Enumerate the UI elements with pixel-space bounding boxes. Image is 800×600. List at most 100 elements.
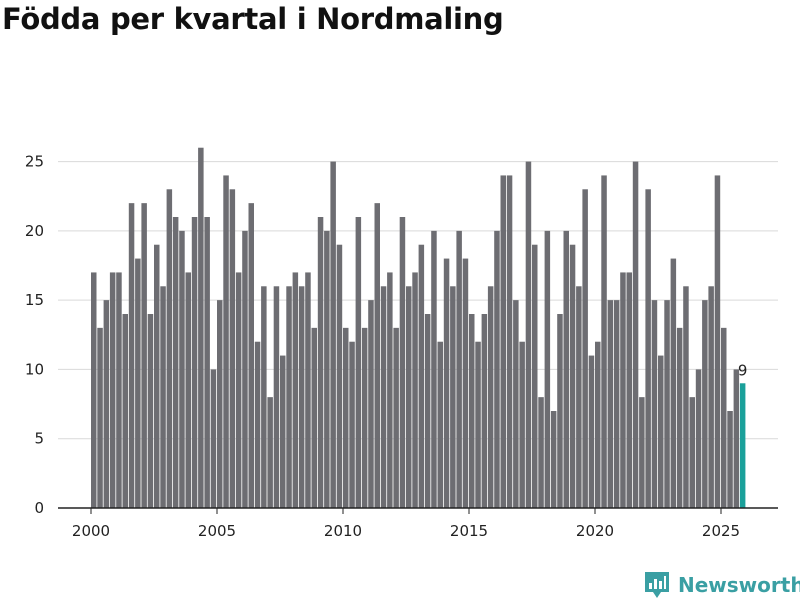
bar (267, 397, 273, 508)
bar (550, 411, 557, 508)
bar (519, 341, 525, 508)
x-tick-label: 2025 (702, 522, 740, 540)
bar (380, 286, 387, 508)
newsworthy-logo-icon (645, 572, 669, 598)
bar (179, 230, 185, 508)
bar (588, 355, 595, 508)
x-tick-labels: 2000 2005 2010 2015 2020 2025 (72, 508, 740, 540)
bar-highlight (739, 383, 746, 508)
bar (166, 189, 173, 509)
bar (721, 327, 727, 508)
bar (506, 175, 513, 508)
bar (204, 217, 210, 508)
x-tick-label: 2015 (450, 522, 488, 540)
bar (431, 230, 437, 508)
bar (229, 189, 236, 509)
bar (418, 244, 425, 508)
bar (569, 244, 576, 508)
bar (424, 314, 431, 508)
bar (670, 258, 677, 508)
bar (305, 272, 311, 508)
page-title: Födda per kvartal i Nordmaling (2, 2, 504, 36)
bar (273, 286, 280, 508)
bar (613, 300, 620, 508)
bar (733, 369, 740, 508)
bar (343, 327, 349, 508)
bar (298, 286, 305, 508)
bar (128, 203, 135, 508)
y-tick-label: 10 (25, 360, 44, 378)
bar (286, 286, 292, 508)
bar (160, 286, 166, 508)
y-tick-label: 15 (25, 291, 44, 309)
bar (651, 300, 658, 508)
bar (355, 217, 362, 508)
bar (481, 314, 488, 508)
bar (525, 161, 532, 509)
bar (708, 286, 714, 508)
bar (412, 272, 418, 508)
bar (374, 203, 380, 508)
bar (676, 327, 683, 508)
bar (544, 230, 551, 508)
bar (135, 258, 141, 508)
bar (324, 230, 330, 508)
bar (103, 300, 110, 508)
bar (406, 286, 412, 508)
bar (487, 286, 494, 508)
bar (563, 230, 569, 508)
y-tick-label: 25 (25, 153, 44, 171)
bar (689, 397, 695, 508)
bar (714, 175, 721, 508)
bar (450, 286, 456, 508)
bar (607, 300, 614, 508)
bar (582, 189, 588, 509)
bar (217, 300, 223, 508)
bar (532, 244, 538, 508)
bar (658, 355, 664, 508)
bar (500, 175, 506, 508)
bar (147, 314, 154, 508)
x-tick-label: 2000 (72, 522, 110, 540)
data-labels: 9 (738, 361, 748, 379)
bar (462, 258, 469, 508)
bar (368, 300, 374, 508)
bar (254, 341, 261, 508)
bar (639, 397, 645, 508)
bar (336, 244, 343, 508)
data-label-last: 9 (738, 361, 748, 379)
x-tick-label: 2005 (198, 522, 236, 540)
bar (595, 341, 601, 508)
bar (645, 189, 651, 509)
bar (620, 272, 626, 508)
bar (292, 272, 299, 508)
bar (626, 272, 632, 508)
bar (683, 286, 689, 508)
bar (235, 272, 242, 508)
y-tick-labels: 0 5 10 15 20 25 (25, 153, 44, 517)
bar (185, 272, 191, 508)
bar (557, 314, 563, 508)
x-tick-label: 2020 (576, 522, 614, 540)
bar (280, 355, 286, 508)
bar (361, 327, 368, 508)
y-tick-label: 20 (25, 222, 44, 240)
bar (330, 161, 336, 509)
brand: Newsworthy (644, 570, 800, 600)
bar (727, 411, 733, 508)
bar (513, 300, 519, 508)
bar (494, 230, 500, 508)
bar (91, 272, 97, 508)
bar (443, 258, 450, 508)
x-tick-label: 2010 (324, 522, 362, 540)
bar (191, 217, 198, 508)
bar (399, 217, 406, 508)
bar (576, 286, 582, 508)
bar (122, 314, 128, 508)
bar (695, 369, 702, 508)
bar (664, 300, 670, 508)
bar (393, 327, 399, 508)
bar (116, 272, 122, 508)
bar (261, 286, 267, 508)
